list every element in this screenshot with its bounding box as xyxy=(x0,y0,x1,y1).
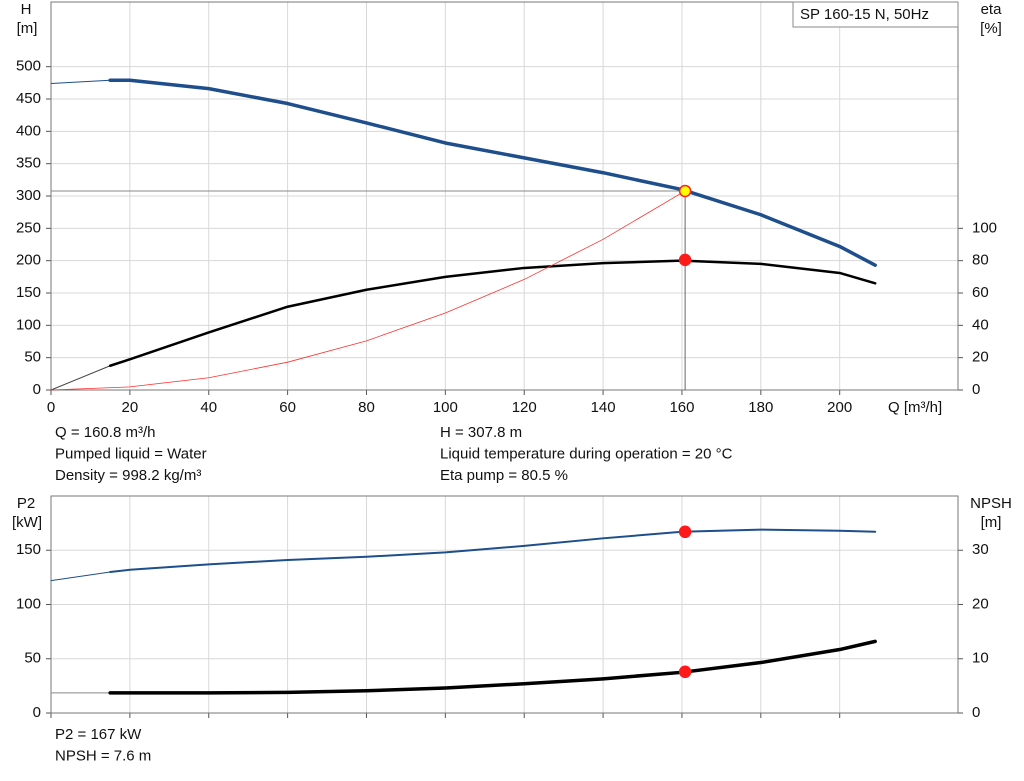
y-tick-label: 0 xyxy=(33,704,41,721)
y-tick-label: 450 xyxy=(16,90,41,107)
y2-axis-label: NPSH xyxy=(970,495,1012,512)
y2-tick-label: 10 xyxy=(972,650,989,667)
y-tick-label: 50 xyxy=(24,349,41,366)
x-tick-label: 180 xyxy=(748,399,773,416)
y-tick-label: 100 xyxy=(16,316,41,333)
x-tick-label: 0 xyxy=(47,399,55,416)
y-tick-label: 150 xyxy=(16,541,41,558)
y-tick-label: 500 xyxy=(16,58,41,75)
y2-axis-label: eta xyxy=(981,1,1003,18)
y2-tick-label: 0 xyxy=(972,381,980,398)
title-box xyxy=(792,1,959,28)
y-tick-label: 250 xyxy=(16,219,41,236)
x-tick-label: 120 xyxy=(512,399,537,416)
x-tick-label: 60 xyxy=(279,399,296,416)
info-text: H = 307.8 m xyxy=(440,424,522,441)
x-tick-label: 200 xyxy=(827,399,852,416)
curve xyxy=(50,79,111,84)
curve xyxy=(50,365,111,391)
chart-title: SP 160-15 N, 50Hz xyxy=(800,6,929,23)
y2-tick-label: 0 xyxy=(972,704,980,721)
operating-point xyxy=(678,184,692,198)
y2-tick-label: 40 xyxy=(972,316,989,333)
y-tick-label: 300 xyxy=(16,187,41,204)
y-axis-label: H xyxy=(21,1,32,18)
x-tick-label: 160 xyxy=(669,399,694,416)
curve xyxy=(50,571,111,582)
info-text: Density = 998.2 kg/m³ xyxy=(55,467,201,484)
y-tick-label: 100 xyxy=(16,595,41,612)
y-tick-label: 350 xyxy=(16,155,41,172)
x-tick-label: 80 xyxy=(358,399,375,416)
y2-tick-label: 30 xyxy=(972,541,989,558)
info-text: Eta pump = 80.5 % xyxy=(440,467,568,484)
y-axis-unit: [m] xyxy=(17,20,38,37)
curve xyxy=(108,259,877,367)
y-tick-label: 400 xyxy=(16,122,41,139)
x-tick-label: 140 xyxy=(591,399,616,416)
x-tick-label: 100 xyxy=(433,399,458,416)
y-tick-label: 200 xyxy=(16,252,41,269)
x-axis-label: Q [m³/h] xyxy=(888,399,942,416)
operating-point xyxy=(678,665,692,679)
y2-tick-label: 60 xyxy=(972,284,989,301)
operating-point xyxy=(678,525,692,539)
info-text: NPSH = 7.6 m xyxy=(55,747,151,764)
plot-frame xyxy=(50,495,959,714)
x-tick-label: 40 xyxy=(200,399,217,416)
y-axis-unit: [kW] xyxy=(12,514,42,531)
y2-tick-label: 80 xyxy=(972,252,989,269)
y-tick-label: 50 xyxy=(24,650,41,667)
y2-tick-label: 20 xyxy=(972,349,989,366)
curve xyxy=(108,639,877,695)
x-tick-label: 20 xyxy=(122,399,139,416)
y2-axis-unit: [m] xyxy=(981,514,1002,531)
y2-tick-label: 20 xyxy=(972,595,989,612)
curve xyxy=(109,528,877,573)
y-tick-label: 150 xyxy=(16,284,41,301)
y2-tick-label: 100 xyxy=(972,219,997,236)
y2-axis-unit: [%] xyxy=(980,20,1002,37)
info-text: P2 = 167 kW xyxy=(55,726,142,743)
y-tick-label: 0 xyxy=(33,381,41,398)
operating-point xyxy=(678,253,692,267)
plot-frame xyxy=(50,1,959,391)
curve xyxy=(108,78,877,267)
info-text: Q = 160.8 m³/h xyxy=(55,424,155,441)
curve xyxy=(50,190,686,391)
info-text: Liquid temperature during operation = 20… xyxy=(440,445,733,462)
info-text: Pumped liquid = Water xyxy=(55,445,207,462)
y-axis-label: P2 xyxy=(17,495,35,512)
